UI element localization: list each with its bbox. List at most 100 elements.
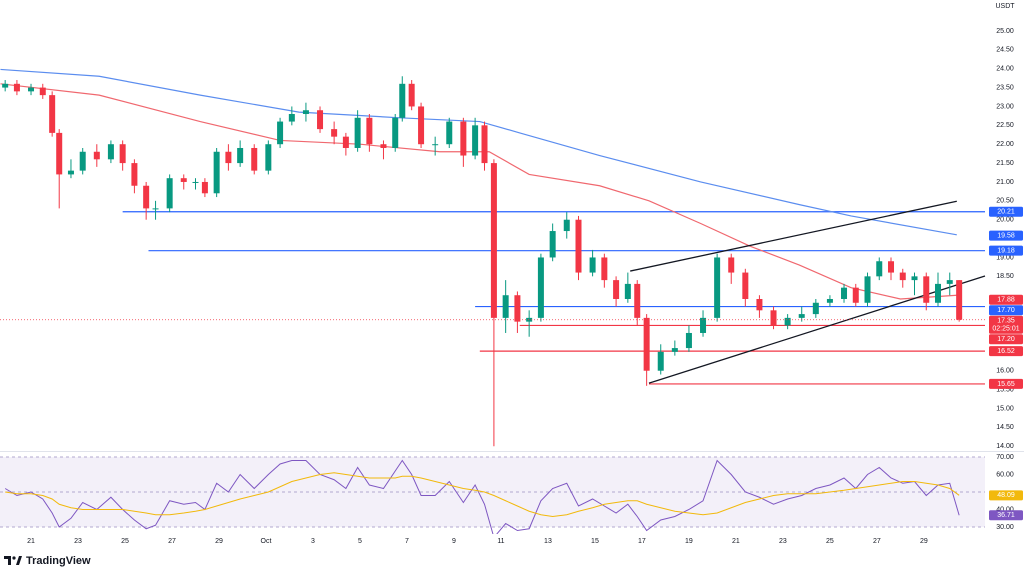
trendline	[630, 200, 957, 272]
y-tick-label: 18.50	[996, 273, 1014, 280]
candle-body	[201, 181, 208, 194]
candle-body	[563, 219, 570, 232]
candle-body	[93, 151, 100, 160]
price-axis: 25.00 24.50 24.00 23.50 23.00 22.50 22.00 21.50…	[989, 28, 1023, 531]
y-tick-label: 22.00	[996, 141, 1014, 148]
candle-body	[876, 261, 883, 277]
candle-body	[460, 121, 467, 156]
logo-part	[16, 556, 22, 565]
candle-body	[317, 110, 324, 130]
price-tag-text: 17.88	[997, 297, 1015, 304]
price-tag-text: 17.70	[997, 307, 1015, 314]
candle-body	[2, 83, 9, 88]
rsi-pane	[0, 456, 985, 534]
candle-body	[526, 317, 533, 322]
rsi-tick-label: 40.00	[996, 506, 1014, 513]
candle-body	[192, 181, 199, 183]
price-tag-text: 20.21	[997, 209, 1015, 216]
price-tag	[989, 206, 1023, 217]
price-tag	[989, 510, 1023, 521]
candle-body	[956, 280, 963, 320]
y-tick-label: 23.00	[996, 103, 1014, 110]
candle-body	[180, 178, 187, 182]
unit-label: USDT	[995, 3, 1015, 10]
x-tick-label: 27	[168, 538, 176, 545]
price-tag-text: 19.58	[997, 232, 1015, 239]
candle-body	[380, 144, 387, 148]
candle-body	[549, 231, 556, 258]
x-tick-label: 29	[215, 538, 223, 545]
candle-body	[143, 185, 150, 209]
x-tick-label: 21	[27, 538, 35, 545]
candle-body	[56, 132, 63, 175]
candle-body	[49, 95, 56, 133]
rsi-tick-label: 60.00	[996, 471, 1014, 478]
candle-body	[490, 163, 497, 318]
x-tick-label: 11	[497, 538, 504, 545]
candle-body	[770, 310, 777, 326]
candle-body	[418, 106, 425, 145]
candle-body	[67, 170, 74, 175]
candle-body	[331, 129, 338, 137]
candle-body	[514, 295, 521, 322]
candle-body	[79, 151, 86, 171]
x-tick-label: 21	[732, 538, 740, 545]
candle-body	[643, 317, 650, 371]
candle-body	[671, 348, 678, 352]
candle-body	[812, 302, 819, 315]
price-tag	[989, 334, 1023, 345]
x-tick-label: 5	[358, 538, 362, 545]
x-tick-label: 29	[920, 538, 928, 545]
x-tick-label: 23	[779, 538, 787, 545]
candle-body	[446, 121, 453, 145]
moving-average	[0, 83, 957, 300]
x-tick-label: 15	[591, 538, 599, 545]
candle-body	[888, 261, 895, 273]
candle-body	[213, 151, 220, 194]
y-tick-label: 24.00	[996, 66, 1014, 73]
x-tick-label: 23	[74, 538, 82, 545]
y-tick-label: 22.50	[996, 122, 1014, 129]
price-tag-text: 02:25:01	[992, 326, 1019, 333]
candle-body	[798, 314, 805, 318]
x-tick-label: 19	[685, 538, 693, 545]
candle-body	[756, 298, 763, 311]
candle-body	[852, 287, 859, 303]
y-tick-label: 14.00	[996, 443, 1014, 450]
y-tick-label: 25.00	[996, 28, 1014, 35]
candle-body	[657, 351, 664, 371]
rsi-line	[5, 472, 960, 518]
y-tick-label: 15.00	[996, 405, 1014, 412]
candle-body	[131, 163, 138, 186]
rsi-tick-label: 70.00	[996, 454, 1014, 461]
x-tick-label: 9	[452, 538, 456, 545]
brand-name: TradingView	[26, 555, 91, 567]
price-tag-text: 15.65	[997, 381, 1015, 388]
candle-body	[119, 144, 126, 164]
x-tick-label: 7	[405, 538, 409, 545]
candle-body	[302, 110, 309, 115]
x-tick-label: Oct	[261, 538, 272, 545]
y-tick-label: 20.50	[996, 198, 1014, 205]
price-tag-text: 17.20	[997, 336, 1015, 343]
x-tick-label: 27	[873, 538, 881, 545]
y-tick-label: 19.00	[996, 254, 1014, 261]
candle-body	[935, 283, 942, 303]
price-tag-text: 17.35	[997, 318, 1015, 325]
x-tick-label: 13	[544, 538, 552, 545]
candle-body	[624, 283, 631, 299]
candle-body	[399, 83, 406, 118]
candle-body	[685, 332, 692, 349]
candle-body	[714, 257, 721, 318]
candle-body	[537, 257, 544, 318]
candle-body	[13, 83, 20, 92]
candle-body	[784, 317, 791, 326]
price-tag	[989, 315, 1023, 334]
candle-body	[728, 257, 735, 273]
candle-body	[601, 257, 608, 281]
price-tag	[989, 490, 1023, 501]
candle-body	[408, 83, 415, 107]
candle-body	[742, 272, 749, 299]
